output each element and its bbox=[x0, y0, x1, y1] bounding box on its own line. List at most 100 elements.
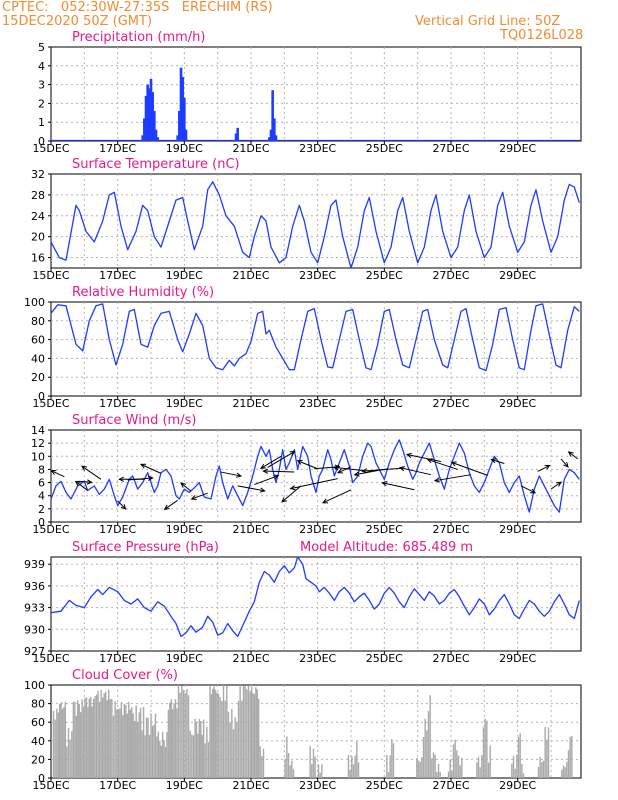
temp-xtick-label: 29DEC bbox=[499, 269, 536, 282]
precip-bar bbox=[154, 129, 158, 141]
wind-arrow bbox=[289, 478, 338, 491]
wind-ytick-label: 0 bbox=[38, 516, 45, 529]
cloud-bar bbox=[104, 691, 107, 778]
cloud-bar bbox=[519, 733, 521, 778]
cloud-bar bbox=[64, 701, 67, 778]
pressure-xtick-label: 23DEC bbox=[299, 652, 336, 665]
header-line2-left: 15DEC2020 50Z (GMT) bbox=[2, 14, 153, 29]
cloud-bar bbox=[422, 737, 425, 778]
cloud-bar bbox=[182, 690, 185, 778]
wind-arrow-shaft bbox=[51, 470, 65, 478]
wind-arrow bbox=[361, 467, 405, 474]
cloud-bar bbox=[255, 687, 257, 778]
cloud-bar bbox=[92, 698, 95, 778]
precip-bar bbox=[236, 127, 239, 141]
cloud-bar bbox=[52, 711, 55, 778]
wind-arrow-head bbox=[236, 472, 243, 478]
temp-xtick-label: 25DEC bbox=[366, 269, 403, 282]
wind-arrow bbox=[296, 459, 318, 470]
cloud-panel: 15DEC 17DEC 19DEC 21DEC 23DEC 25DEC 27DEC 29DEC… bbox=[24, 668, 582, 792]
cloud-bar bbox=[429, 695, 431, 778]
wind-arrow-head bbox=[332, 465, 339, 471]
cloud-bar bbox=[521, 764, 523, 778]
cloud-bar bbox=[262, 748, 265, 778]
precip-bar bbox=[181, 77, 184, 141]
wind-arrow-shaft bbox=[382, 482, 415, 491]
cloud-bar bbox=[171, 709, 174, 778]
precip-bar bbox=[184, 129, 188, 141]
pressure-xtick-label: 19DEC bbox=[166, 652, 203, 665]
rh-series-line bbox=[50, 303, 580, 372]
pressure-xtick-label: 27DEC bbox=[432, 652, 469, 665]
precip-title: Precipitation (mm/h) bbox=[72, 30, 205, 45]
cloud-bar bbox=[72, 701, 75, 778]
cloud-bar bbox=[154, 713, 157, 778]
cloud-bar bbox=[160, 745, 162, 778]
cloud-bar bbox=[173, 703, 175, 778]
wind-arrow-head bbox=[361, 468, 368, 474]
wind-arrow-head bbox=[147, 475, 154, 481]
cloud-bar bbox=[77, 700, 79, 778]
cloud-bar bbox=[66, 746, 68, 778]
pressure-xtick-label: 29DEC bbox=[499, 652, 536, 665]
precip-xtick-label: 29DEC bbox=[499, 142, 536, 155]
rh-panel: 15DEC 17DEC 19DEC 21DEC 23DEC 25DEC 27DEC 29DEC… bbox=[24, 285, 582, 410]
cloud-bar bbox=[347, 754, 350, 778]
cloud-bar bbox=[189, 730, 191, 778]
cloud-bar bbox=[200, 721, 202, 778]
wind-arrow bbox=[405, 452, 442, 463]
cloud-bar bbox=[566, 761, 568, 778]
cloud-bar bbox=[197, 733, 199, 778]
wind-arrow-head bbox=[50, 470, 57, 475]
pressure-annotation: Model Altitude: 685.489 m bbox=[300, 540, 473, 555]
cloud-frame bbox=[50, 684, 582, 779]
cloud-bar bbox=[179, 692, 181, 778]
precip-bar bbox=[146, 84, 149, 141]
temp-frame bbox=[50, 173, 582, 269]
wind-arrow-head bbox=[139, 463, 147, 469]
cloud-bar bbox=[148, 734, 151, 778]
wind-arrow-shaft bbox=[290, 478, 338, 490]
precip-xtick-label: 17DEC bbox=[99, 142, 136, 155]
cloud-bar bbox=[216, 692, 218, 778]
cloud-bar bbox=[352, 764, 355, 778]
wind-arrow bbox=[433, 474, 472, 483]
cloud-bar bbox=[204, 743, 206, 778]
wind-arrow-shaft bbox=[406, 454, 442, 463]
cloud-xtick-label: 23DEC bbox=[299, 779, 336, 792]
wind-ytick-label: 8 bbox=[38, 463, 45, 476]
cloud-bar bbox=[289, 765, 291, 778]
temp-series-line bbox=[50, 181, 580, 269]
wind-arrow-shaft bbox=[237, 485, 265, 492]
cloud-bar bbox=[164, 747, 167, 778]
wind-xtick-label: 21DEC bbox=[232, 523, 269, 536]
wind-arrow-head bbox=[120, 504, 127, 510]
cloud-bar bbox=[184, 693, 186, 778]
precip-bar bbox=[156, 137, 159, 141]
cloud-bar bbox=[476, 762, 478, 778]
rh-xtick-label: 21DEC bbox=[232, 397, 269, 410]
cloud-bar bbox=[141, 730, 143, 778]
cloud-bar bbox=[57, 712, 60, 778]
wind-frame bbox=[50, 429, 582, 523]
wind-arrow bbox=[117, 500, 127, 510]
wind-arrow-head bbox=[296, 459, 303, 465]
cloud-bar bbox=[181, 685, 183, 778]
cloud-bar bbox=[417, 760, 420, 778]
cloud-ytick-label: 60 bbox=[31, 716, 45, 729]
temp-panel: 15DEC 17DEC 19DEC 21DEC 23DEC 25DEC 27DEC 29DEC… bbox=[31, 157, 582, 282]
cloud-bar bbox=[416, 757, 418, 778]
wind-arrow bbox=[50, 470, 65, 478]
wind-arrow-shaft bbox=[451, 461, 488, 476]
cloud-bar bbox=[214, 689, 217, 778]
wind-arrow-shaft bbox=[568, 451, 578, 460]
wind-arrow bbox=[560, 458, 569, 468]
cloud-bar bbox=[84, 698, 86, 778]
cloud-bar bbox=[424, 718, 426, 778]
cloud-bar bbox=[176, 708, 178, 778]
wind-arrow bbox=[567, 451, 578, 460]
cloud-bar bbox=[481, 755, 483, 778]
cloud-bar bbox=[144, 735, 146, 778]
cloud-bar bbox=[129, 709, 131, 778]
